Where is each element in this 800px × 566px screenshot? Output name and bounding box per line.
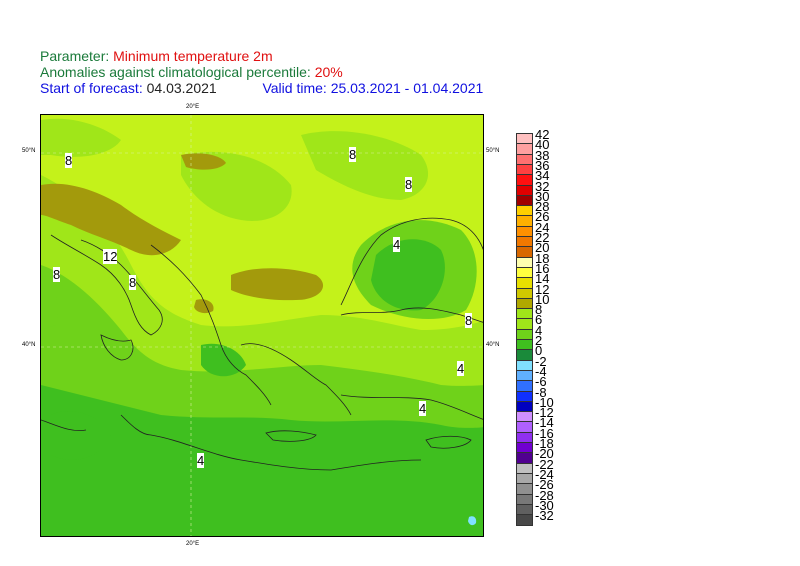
legend-label: 34 [535, 168, 550, 184]
band-2-4-balkan [201, 343, 246, 377]
legend-label: -10 [535, 394, 554, 410]
band-10-12-spot [194, 299, 214, 314]
anomaly-map: 8 8 8 12 8 8 4 8 4 4 4 [40, 114, 484, 537]
legend-label: -18 [535, 436, 554, 451]
legend-label: 14 [535, 271, 550, 287]
parameter-label: Parameter: [40, 48, 114, 64]
legend-swatch [516, 514, 533, 527]
lon-tick-top: 20°E [186, 104, 200, 110]
legend-label: -2 [535, 353, 547, 369]
coast-greece [240, 343, 352, 416]
band-6-8-north-b [301, 131, 429, 200]
legend-label: -26 [535, 477, 554, 493]
map-canvas [41, 115, 483, 536]
legend-label: 0 [535, 343, 543, 359]
lat-tick-right-40: 40°N [486, 342, 500, 348]
contour-label: 4 [197, 453, 205, 468]
legend-label: 12 [535, 281, 550, 297]
legend-label: 2 [535, 333, 543, 348]
coastlines [41, 217, 483, 471]
legend-label: -24 [535, 466, 554, 482]
contour-label: 12 [103, 249, 118, 264]
anomaly-label: Anomalies against climatological percent… [40, 64, 315, 80]
legend-label: -8 [535, 384, 547, 400]
anomaly-value: 20% [314, 64, 343, 80]
legend-label: 10 [535, 291, 550, 307]
legend-label: 30 [535, 188, 550, 204]
coast-tunisia [41, 419, 87, 432]
contour-label: 4 [419, 401, 427, 416]
contour-label: 8 [349, 147, 357, 162]
legend-label: 4 [535, 322, 543, 338]
legend-label: -22 [535, 456, 554, 472]
legend-label: 6 [535, 312, 543, 328]
band-2-4-black-sea [371, 239, 445, 311]
band-2-4-south [41, 385, 483, 536]
band-6-8-nw [41, 118, 121, 157]
start-value: 04.03.2021 [146, 80, 217, 96]
legend-label: -12 [535, 405, 554, 421]
legend-label: 32 [535, 178, 550, 194]
band-10-12-north [181, 153, 226, 170]
coast-cyprus [425, 435, 472, 449]
legend-label: 18 [535, 250, 550, 266]
legend-label: 42 [535, 127, 550, 142]
lon-tick-bottom: 20°E [186, 541, 200, 547]
legend-label: -4 [535, 363, 547, 379]
coast-crete [265, 430, 317, 442]
legend-label: 38 [535, 147, 550, 163]
legend-label: -32 [535, 508, 554, 524]
coast-turkey-south [340, 394, 483, 420]
parameter-line: Parameter: Minimum temperature 2m [40, 48, 273, 65]
legend-label: 28 [535, 199, 550, 215]
legend-label: 36 [535, 157, 550, 173]
lat-tick-left-50: 50°N [22, 148, 36, 154]
contour-label: 4 [393, 237, 401, 252]
forecast-line: Start of forecast: 04.03.2021 Valid time… [40, 80, 483, 97]
contour-label: 4 [457, 361, 465, 376]
legend-label: -28 [535, 487, 554, 503]
contour-label: 8 [465, 313, 473, 328]
legend-label: -6 [535, 374, 547, 390]
start-label: Start of forecast: [40, 80, 147, 96]
legend-label: 40 [535, 137, 550, 153]
contour-label: 8 [53, 267, 61, 282]
legend-label: -30 [535, 497, 554, 513]
legend-label: 24 [535, 219, 550, 235]
legend-label: -20 [535, 446, 554, 462]
coast-italy [50, 234, 163, 336]
legend-label: 22 [535, 230, 550, 245]
legend-label: 8 [535, 302, 543, 318]
band-0-2-spot [468, 516, 477, 526]
coast-libya [120, 414, 422, 471]
coast-turkey-north [340, 307, 483, 323]
band-10-12-adriatic [41, 183, 181, 256]
coast-sicily [100, 334, 134, 361]
legend-label: 16 [535, 260, 550, 276]
contour-label: 8 [65, 153, 73, 168]
coast-black-sea [340, 217, 483, 306]
band-4-6-west [41, 275, 58, 330]
legend-label: 26 [535, 209, 550, 225]
parameter-value: Minimum temperature 2m [113, 48, 273, 64]
band-10-12-romania [231, 268, 324, 301]
band-2-4-tunisia [51, 411, 111, 460]
lat-tick-right-50: 50°N [486, 148, 500, 154]
legend-label: -14 [535, 415, 554, 431]
contour-label: 8 [129, 275, 137, 290]
valid-value: 25.03.2021 - 01.04.2021 [330, 80, 484, 96]
valid-label: Valid time: [262, 80, 331, 96]
lat-tick-left-40: 40°N [22, 342, 36, 348]
coast-balkans [150, 244, 272, 406]
contour-label: 8 [405, 177, 413, 192]
legend-label: 20 [535, 240, 550, 256]
legend-label: -16 [535, 425, 554, 441]
anomaly-line: Anomalies against climatological percent… [40, 64, 343, 81]
